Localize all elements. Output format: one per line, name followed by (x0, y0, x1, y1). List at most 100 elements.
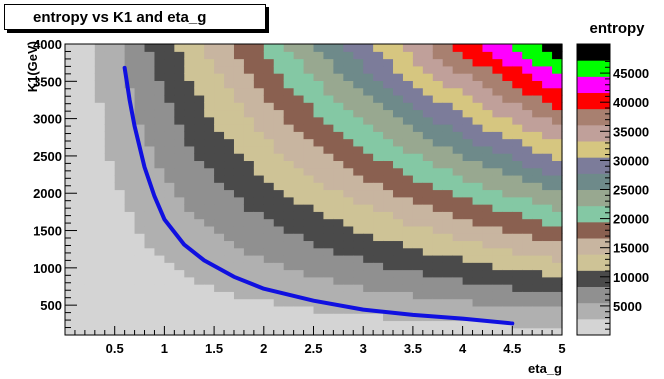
heatmap-cell (293, 182, 305, 191)
heatmap-cell (313, 291, 325, 300)
heatmap-cell (65, 320, 76, 329)
x-tick-label: 1 (161, 341, 168, 356)
heatmap-cell (452, 109, 464, 118)
heatmap-cell (204, 313, 215, 322)
heatmap-cell (442, 204, 454, 212)
heatmap-cell (402, 196, 414, 205)
heatmap-cell (383, 247, 394, 256)
heatmap-cell (293, 167, 305, 176)
heatmap-cell (552, 284, 563, 292)
heatmap-cell (273, 160, 285, 169)
heatmap-cell (313, 94, 325, 103)
heatmap-cell (393, 80, 404, 89)
heatmap-cell (432, 211, 444, 220)
heatmap-cell (224, 327, 235, 336)
palette-swatch (577, 44, 610, 61)
heatmap-cell (313, 225, 325, 234)
heatmap-cell (214, 73, 225, 81)
heatmap-cell (144, 196, 156, 205)
heatmap-cell (74, 305, 86, 314)
heatmap-cell (522, 218, 533, 227)
heatmap-cell (134, 167, 146, 176)
heatmap-cell (472, 247, 484, 256)
heatmap-cell (542, 145, 553, 154)
heatmap-cell (333, 327, 344, 336)
heatmap-cell (174, 44, 185, 52)
heatmap-cell (363, 218, 374, 227)
heatmap-cell (502, 196, 513, 205)
heatmap-cell (104, 262, 116, 271)
heatmap-cell (144, 240, 156, 249)
heatmap-cell (94, 254, 106, 263)
heatmap-cell (462, 305, 474, 314)
heatmap-cell (263, 262, 275, 271)
heatmap-cell (84, 189, 96, 198)
heatmap-cell (373, 276, 384, 285)
heatmap-cell (134, 305, 146, 314)
heatmap-cell (94, 327, 106, 336)
heatmap-cell (224, 160, 235, 169)
heatmap-cell (144, 94, 156, 103)
heatmap-cell (124, 276, 136, 285)
heatmap-cell (74, 298, 86, 307)
heatmap-cell (224, 131, 235, 140)
heatmap-cell (114, 225, 126, 234)
heatmap-cell (462, 145, 474, 154)
heatmap-cell (164, 313, 175, 322)
heatmap-cell (104, 233, 116, 242)
heatmap-cell (442, 291, 454, 300)
heatmap-cell (383, 196, 394, 205)
heatmap-cell (512, 240, 523, 249)
heatmap-cell (263, 102, 275, 111)
heatmap-cell (144, 320, 156, 329)
heatmap-cell (124, 218, 136, 227)
heatmap-cell (532, 204, 543, 212)
heatmap-cell (174, 262, 185, 271)
heatmap-cell (174, 320, 185, 329)
heatmap-cell (194, 145, 205, 154)
heatmap-cell (552, 189, 563, 198)
heatmap-cell (353, 153, 364, 162)
heatmap-cell (313, 204, 325, 212)
heatmap-cell (472, 44, 484, 52)
heatmap-cell (373, 247, 384, 256)
heatmap-cell (552, 51, 563, 60)
heatmap-cell (482, 298, 494, 307)
heatmap-cell (303, 109, 315, 118)
heatmap-cell (114, 189, 126, 198)
heatmap-cell (323, 327, 334, 336)
heatmap-cell (114, 247, 126, 256)
heatmap-cell (144, 218, 156, 227)
heatmap-cell (383, 313, 394, 322)
heatmap-cell (224, 313, 235, 322)
heatmap-cell (373, 196, 384, 205)
heatmap-cell (164, 153, 175, 162)
heatmap-cell (84, 327, 96, 336)
heatmap-cell (263, 138, 275, 147)
heatmap-cell (363, 116, 374, 125)
heatmap-cell (353, 327, 364, 336)
heatmap-cell (532, 138, 543, 147)
heatmap-cell (492, 313, 503, 322)
heatmap-cell (552, 138, 563, 147)
heatmap-cell (84, 138, 96, 147)
heatmap-cell (303, 298, 315, 307)
heatmap-cell (263, 247, 275, 256)
heatmap-cell (144, 65, 156, 74)
heatmap-cell (412, 94, 424, 103)
heatmap-cell (393, 218, 404, 227)
heatmap-cell (84, 276, 96, 285)
heatmap-cell (512, 124, 523, 132)
heatmap-cell (164, 211, 175, 220)
heatmap-cell (273, 211, 285, 220)
heatmap-cell (303, 167, 315, 176)
heatmap-cell (194, 73, 205, 81)
heatmap-cell (432, 284, 444, 292)
heatmap-cell (373, 153, 384, 162)
heatmap-cell (104, 80, 116, 89)
heatmap-cell (174, 174, 185, 183)
heatmap-cell (65, 58, 76, 67)
heatmap-cell (233, 305, 245, 314)
heatmap-cell (194, 225, 205, 234)
